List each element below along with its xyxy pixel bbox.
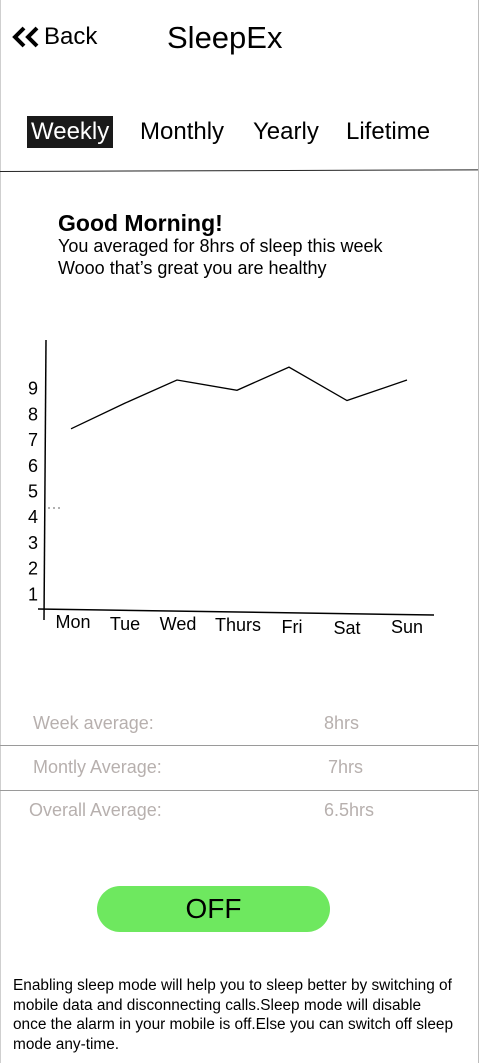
sleep-mode-toggle-label: OFF — [185, 893, 242, 924]
y-tick-8: 8 — [28, 404, 38, 424]
y-tick-9: 9 — [28, 379, 38, 399]
monthly-average-label: Montly Average: — [33, 757, 162, 777]
y-tick-5: 5 — [28, 482, 38, 502]
week-average-label: Week average: — [33, 713, 154, 733]
overall-average-value: 6.5hrs — [324, 800, 375, 820]
monthly-average-value: 7hrs — [328, 757, 364, 777]
weekly-sleep-chart: 1 2 3 4 5 6 7 8 9 Mon Tue Wed Thurs Fri Sat Sun — [28, 339, 435, 638]
y-tick-3: 3 — [28, 533, 38, 553]
tab-yearly[interactable]: Yearly — [253, 118, 319, 145]
right-border — [478, 0, 479, 1063]
y-axis — [43, 339, 47, 621]
x-tick-fri: Fri — [282, 617, 303, 637]
tabs-divider — [0, 169, 478, 172]
back-button[interactable]: Back — [12, 22, 97, 52]
period-tabs: Weekly Monthly Yearly Lifetime — [0, 116, 484, 152]
x-tick-tue: Tue — [110, 614, 140, 634]
x-tick-labels: Mon Tue Wed Thurs Fri Sat Sun — [55, 612, 423, 638]
x-tick-thurs: Thurs — [215, 615, 261, 635]
summary-line-1: You averaged for 8hrs of sleep this week — [58, 236, 383, 256]
week-average-value: 8hrs — [324, 713, 360, 733]
x-tick-sun: Sun — [391, 617, 423, 637]
x-tick-mon: Mon — [55, 612, 90, 632]
sleep-mode-toggle[interactable]: OFF — [97, 886, 330, 932]
x-axis — [37, 608, 435, 616]
y-tick-4: 4 — [28, 507, 38, 527]
app-title: SleepEx — [167, 20, 283, 55]
stats-divider-1 — [0, 745, 478, 746]
tab-lifetime[interactable]: Lifetime — [346, 118, 431, 145]
y-tick-6: 6 — [28, 456, 38, 476]
back-label: Back — [44, 23, 98, 50]
y-tick-1: 1 — [28, 584, 38, 604]
data-points — [71, 367, 407, 429]
x-tick-wed: Wed — [160, 614, 197, 634]
overall-average-label: Overall Average: — [29, 800, 162, 820]
stats-divider-2 — [0, 790, 478, 791]
sleep-mode-description: Enabling sleep mode will help you to sle… — [13, 977, 454, 1053]
greeting-heading: Good Morning! — [58, 210, 223, 236]
x-tick-sat: Sat — [333, 618, 360, 638]
tick-dots — [48, 507, 60, 509]
sleep-hours-line — [70, 366, 408, 430]
left-border — [0, 0, 1, 1063]
y-tick-labels: 1 2 3 4 5 6 7 8 9 — [28, 379, 38, 605]
y-tick-2: 2 — [28, 559, 38, 579]
tab-monthly[interactable]: Monthly — [140, 118, 225, 145]
tab-weekly[interactable]: Weekly — [27, 116, 114, 148]
double-chevron-left-icon — [12, 26, 39, 48]
y-tick-7: 7 — [28, 430, 38, 450]
summary-line-2: Wooo that’s great you are healthy — [58, 258, 327, 278]
